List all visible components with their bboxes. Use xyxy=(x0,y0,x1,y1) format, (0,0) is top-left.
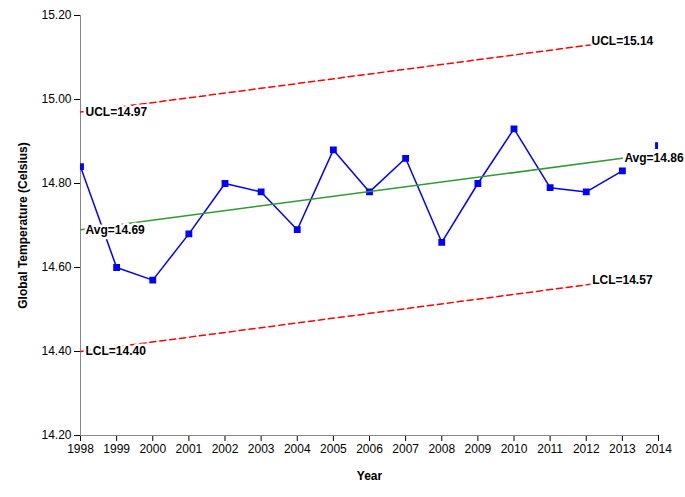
svg-text:2011: 2011 xyxy=(537,442,563,456)
svg-text:LCL=14.57: LCL=14.57 xyxy=(592,273,653,287)
svg-text:2005: 2005 xyxy=(320,442,347,456)
svg-text:Global Temperature (Celsius): Global Temperature (Celsius) xyxy=(16,142,30,308)
svg-text:2014: 2014 xyxy=(645,442,672,456)
svg-text:2002: 2002 xyxy=(212,442,239,456)
svg-text:2004: 2004 xyxy=(284,442,311,456)
svg-text:LCL=14.40: LCL=14.40 xyxy=(86,344,147,358)
svg-text:Avg=14.69: Avg=14.69 xyxy=(86,223,146,237)
svg-text:15.20: 15.20 xyxy=(41,8,71,22)
svg-text:15.00: 15.00 xyxy=(41,92,71,106)
svg-text:UCL=14.97: UCL=14.97 xyxy=(86,105,148,119)
svg-text:2012: 2012 xyxy=(573,442,600,456)
svg-text:2001: 2001 xyxy=(176,442,203,456)
svg-text:2010: 2010 xyxy=(501,442,528,456)
svg-text:2003: 2003 xyxy=(248,442,275,456)
svg-text:Avg=14.86: Avg=14.86 xyxy=(624,151,684,165)
svg-text:14.80: 14.80 xyxy=(41,176,71,190)
svg-text:1998: 1998 xyxy=(67,442,94,456)
svg-text:14.60: 14.60 xyxy=(41,260,71,274)
svg-text:UCL=15.14: UCL=15.14 xyxy=(592,34,654,48)
svg-text:2009: 2009 xyxy=(465,442,492,456)
svg-text:1999: 1999 xyxy=(103,442,130,456)
svg-text:2008: 2008 xyxy=(428,442,455,456)
svg-text:Year: Year xyxy=(357,469,383,483)
svg-text:2006: 2006 xyxy=(356,442,383,456)
svg-text:2000: 2000 xyxy=(139,442,166,456)
svg-text:2013: 2013 xyxy=(609,442,636,456)
svg-text:2007: 2007 xyxy=(392,442,419,456)
svg-text:14.20: 14.20 xyxy=(41,428,71,442)
svg-text:14.40: 14.40 xyxy=(41,344,71,358)
